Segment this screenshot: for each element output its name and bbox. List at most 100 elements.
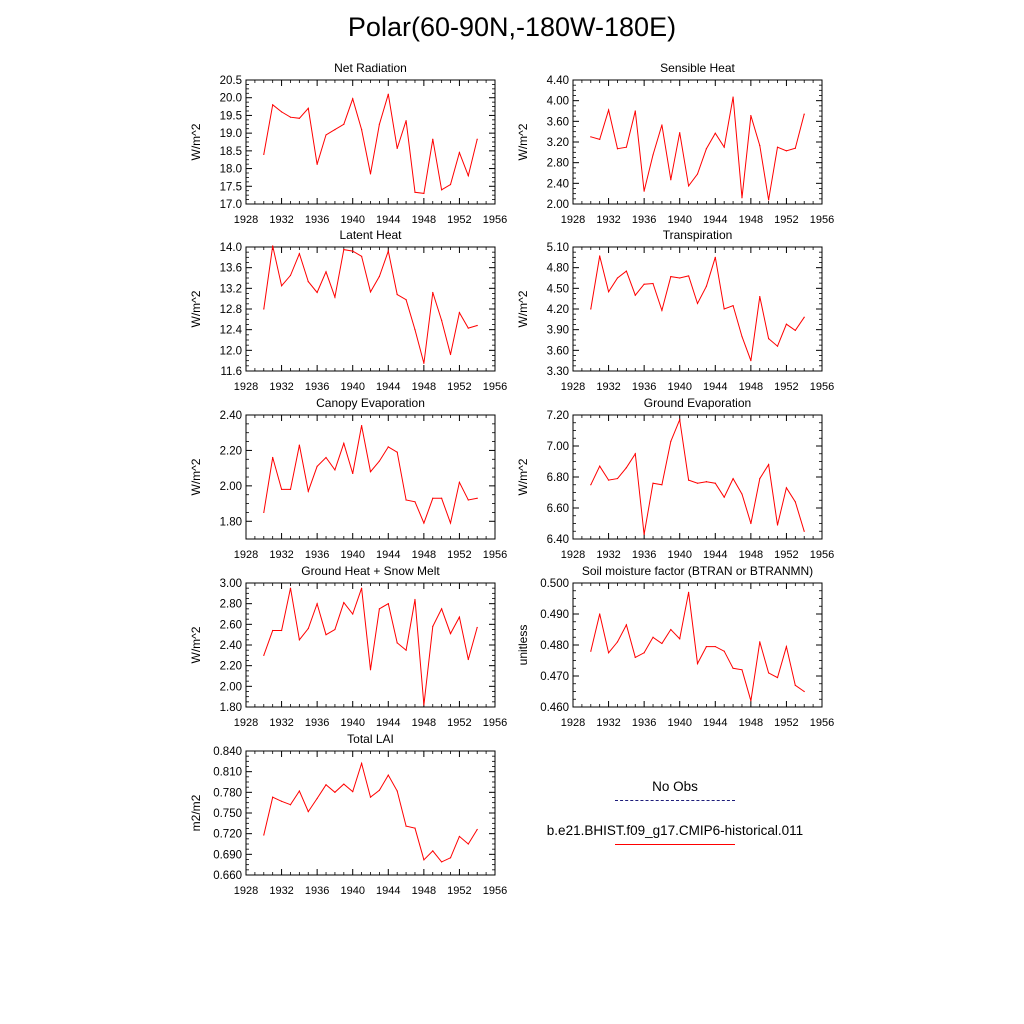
data-point [696, 302, 699, 305]
x-tick-label: 1932 [269, 214, 293, 226]
data-point [607, 109, 610, 111]
data-point [343, 442, 345, 444]
y-axis-label: W/m^2 [189, 290, 203, 327]
y-axis-label: unitless [516, 625, 530, 666]
panel-title: Soil moisture factor (BTRAN or BTRANMN) [582, 564, 813, 578]
x-tick-label: 1932 [596, 717, 620, 729]
data-point [679, 277, 681, 279]
data-point [696, 663, 699, 665]
x-tick-label: 1936 [305, 549, 329, 561]
x-tick-label: 1956 [810, 717, 834, 729]
x-tick-label: 1936 [305, 885, 329, 897]
data-point [352, 98, 354, 100]
data-point [652, 636, 654, 638]
data-point [768, 464, 770, 466]
data-point [705, 481, 707, 483]
data-point [616, 148, 619, 150]
data-point [590, 136, 592, 138]
series-line [590, 255, 805, 361]
data-point [476, 497, 478, 499]
data-point [750, 115, 752, 117]
data-point [325, 456, 327, 459]
data-point [352, 472, 354, 475]
panel-2: 1928 1932 1936 1940 1944 1948 1952 1956 2.00 2.40… [516, 61, 834, 226]
data-point [590, 650, 592, 652]
data-point [289, 804, 292, 806]
y-axis-label: W/m^2 [189, 458, 203, 495]
data-point [705, 285, 707, 287]
x-tick-label: 1940 [340, 885, 364, 897]
data-point [714, 256, 716, 258]
data-point [449, 633, 452, 635]
x-tick-label: 1928 [561, 717, 585, 729]
y-tick-label: 6.60 [547, 503, 569, 515]
data-point [405, 120, 407, 122]
y-tick-label: 6.40 [547, 534, 569, 546]
data-point [714, 482, 716, 484]
data-point [723, 308, 725, 310]
data-point [378, 460, 380, 462]
data-point [696, 173, 699, 175]
data-point [272, 456, 274, 459]
data-point [776, 524, 779, 526]
data-point [449, 353, 452, 356]
data-point [607, 652, 610, 654]
data-point [352, 613, 354, 615]
data-point [768, 672, 770, 674]
data-point [776, 345, 779, 347]
y-tick-label: 17.5 [220, 181, 242, 193]
y-tick-label: 19.0 [220, 128, 242, 140]
data-point [467, 658, 469, 661]
data-point [467, 327, 469, 329]
data-point [414, 329, 416, 331]
data-point [794, 147, 796, 149]
x-tick-label: 1932 [596, 549, 620, 561]
data-point [625, 270, 627, 272]
data-point [361, 425, 363, 427]
data-point [263, 153, 265, 155]
data-point [625, 146, 627, 148]
data-point [307, 281, 309, 283]
data-point [458, 152, 461, 154]
data-point [272, 796, 274, 798]
data-point [785, 487, 788, 489]
legend-line-model [615, 844, 735, 845]
y-tick-label: 2.20 [220, 445, 242, 457]
plot-frame [572, 582, 823, 708]
data-point [307, 107, 309, 109]
data-point [396, 147, 398, 149]
data-point [741, 335, 743, 338]
y-tick-label: 3.90 [547, 325, 569, 337]
panel-title: Total LAI [347, 732, 394, 746]
y-tick-label: 4.40 [547, 75, 569, 87]
panel-8: 1928 1932 1936 1940 1944 1948 1952 1956 0.460 0.4… [516, 564, 834, 729]
data-point [652, 154, 654, 156]
data-point [794, 501, 796, 503]
y-tick-label: 2.00 [220, 481, 242, 493]
data-point [643, 283, 645, 285]
panel-5: 1928 1932 1936 1940 1944 1948 1952 1956 1.80 2.00… [189, 396, 507, 561]
x-tick-label: 1956 [483, 549, 507, 561]
data-point [441, 189, 443, 191]
data-point [449, 522, 452, 524]
data-point [794, 329, 796, 331]
plot-frame [245, 582, 496, 708]
x-tick-label: 1952 [447, 717, 471, 729]
data-point [280, 629, 283, 632]
data-point [414, 827, 416, 829]
data-point [652, 482, 654, 484]
x-tick-label: 1932 [269, 549, 293, 561]
data-point [476, 828, 478, 831]
data-point [298, 790, 300, 792]
data-point [387, 603, 389, 605]
data-point [352, 250, 354, 252]
legend-entry-obs: No Obs [520, 776, 830, 820]
data-point [705, 148, 707, 150]
panel-3: 1928 1932 1936 1940 1944 1948 1952 1956 11.6 12.0… [189, 228, 507, 393]
x-tick-label: 1948 [412, 717, 436, 729]
x-tick-label: 1936 [305, 381, 329, 393]
panel-title: Ground Heat + Snow Melt [301, 564, 440, 578]
x-tick-label: 1944 [376, 549, 400, 561]
data-point [803, 316, 805, 318]
y-tick-label: 0.840 [213, 746, 242, 758]
